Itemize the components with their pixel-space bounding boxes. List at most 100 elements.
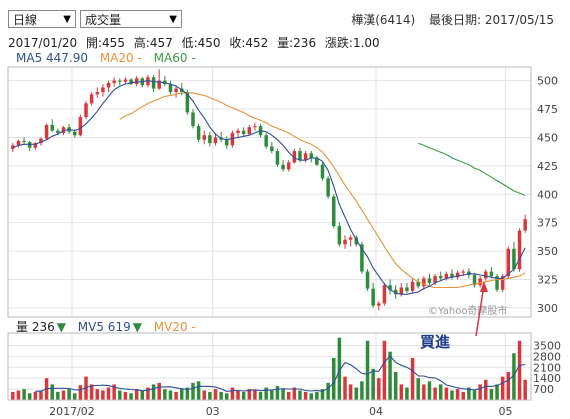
volume-bar bbox=[213, 389, 218, 400]
volume-bar bbox=[298, 390, 302, 400]
volume-bar bbox=[219, 391, 223, 400]
candle-body bbox=[89, 94, 94, 104]
candle-body bbox=[382, 285, 387, 304]
candle-body bbox=[56, 130, 60, 133]
stock-name: 樺漢(6414) bbox=[351, 13, 416, 27]
volume-bar bbox=[33, 391, 38, 400]
period-select-value: 日線 bbox=[13, 13, 38, 27]
volume-bar bbox=[67, 389, 71, 400]
volume-bar bbox=[129, 393, 133, 400]
candle-body bbox=[354, 237, 359, 245]
candle-body bbox=[303, 153, 308, 161]
volume-bar bbox=[399, 384, 404, 400]
candle-body bbox=[438, 276, 443, 279]
indicator-select[interactable]: 成交量 ▼ bbox=[80, 10, 182, 28]
volume-bar bbox=[286, 391, 291, 400]
candle-body bbox=[106, 82, 111, 88]
candle-body bbox=[33, 143, 38, 148]
candle-body bbox=[39, 138, 43, 144]
candle-body bbox=[523, 219, 527, 231]
price-candles bbox=[11, 69, 527, 311]
volume-bars bbox=[11, 337, 527, 400]
candle-body bbox=[433, 276, 437, 283]
volume-bar bbox=[467, 387, 471, 400]
price-tick-label: 450 bbox=[537, 131, 558, 144]
volume-bar bbox=[478, 384, 482, 400]
volume-tick-label: 3500 bbox=[533, 339, 561, 352]
indicator-select-value: 成交量 bbox=[85, 13, 122, 27]
volume-tick-label: 2100 bbox=[533, 361, 561, 374]
ohlc-volume: 量:236 bbox=[277, 36, 317, 50]
volume-bar bbox=[151, 384, 156, 400]
legend-mv20: MV20 - bbox=[153, 320, 196, 334]
legend-ma20: MA20 - bbox=[99, 51, 142, 65]
candle-body bbox=[146, 77, 150, 86]
candle-body bbox=[298, 151, 302, 161]
candle-body bbox=[174, 88, 178, 92]
volume-bar bbox=[39, 390, 43, 400]
candle-body bbox=[101, 87, 105, 92]
candle-body bbox=[444, 273, 449, 279]
volume-bar bbox=[112, 384, 116, 400]
volume-bar bbox=[225, 393, 229, 400]
candle-body bbox=[377, 303, 381, 306]
volume-bar bbox=[393, 371, 398, 400]
volume-bar bbox=[27, 393, 32, 400]
price-tick-label: 425 bbox=[537, 160, 558, 173]
volume-bar bbox=[292, 387, 297, 400]
candle-body bbox=[275, 151, 280, 165]
volume-bar bbox=[134, 389, 139, 400]
x-tick-label: 05 bbox=[498, 405, 512, 418]
candle-body bbox=[134, 78, 139, 85]
buy-annotation: 買進 bbox=[420, 333, 451, 351]
volume-bar bbox=[517, 340, 522, 400]
candle-body bbox=[44, 124, 49, 139]
volume-bar bbox=[236, 390, 240, 400]
volume-bar bbox=[264, 387, 268, 400]
candle-body bbox=[264, 135, 268, 147]
volume-bar bbox=[208, 391, 212, 400]
candle-body bbox=[247, 127, 252, 135]
volume-bar bbox=[455, 389, 460, 400]
candle-body bbox=[405, 287, 409, 291]
price-tick-label: 500 bbox=[537, 75, 558, 88]
candle-body bbox=[73, 131, 77, 136]
volume-bar bbox=[365, 340, 370, 400]
candle-body bbox=[365, 271, 370, 289]
volume-bar bbox=[101, 390, 105, 400]
volume-bar bbox=[315, 391, 319, 400]
volume-bar bbox=[123, 391, 128, 400]
volume-bar bbox=[230, 387, 235, 400]
axis-labels: 300 325 350 375 400 425 450 475 500 2017/02 03 04 05… bbox=[49, 75, 561, 418]
candle-body bbox=[151, 77, 156, 89]
volume-bar bbox=[506, 371, 511, 400]
candle-body bbox=[360, 244, 364, 272]
period-select[interactable]: 日線 ▼ bbox=[8, 10, 76, 28]
volume-bar bbox=[472, 390, 477, 400]
volume-bar bbox=[22, 389, 26, 400]
volume-bar bbox=[360, 381, 364, 400]
volume-bar bbox=[275, 385, 280, 400]
candle-body bbox=[388, 285, 392, 290]
volume-bar bbox=[78, 385, 83, 400]
legend-volume: 量 236 bbox=[16, 320, 55, 334]
volume-bar bbox=[461, 391, 465, 400]
candle-body bbox=[236, 130, 240, 133]
buy-arrow bbox=[475, 281, 488, 337]
candle-body bbox=[270, 146, 274, 152]
ma60-line bbox=[417, 142, 526, 196]
volume-bar bbox=[95, 389, 100, 400]
legend-mv5: MV5 619 bbox=[77, 320, 131, 334]
ohlc-low: 低:450 bbox=[181, 36, 221, 50]
watermark: ©Yahoo奇摩股市 bbox=[428, 304, 507, 317]
volume-bar bbox=[16, 390, 21, 400]
candle-body bbox=[208, 135, 212, 144]
price-tick-label: 400 bbox=[537, 188, 558, 201]
header-info: 樺漢(6414) 最後日期: 2017/05/15 bbox=[341, 11, 554, 28]
volume-bar bbox=[73, 393, 77, 400]
candle-body bbox=[22, 140, 26, 142]
volume-bar bbox=[185, 387, 190, 400]
volume-bar bbox=[405, 387, 409, 400]
chevron-down-icon: ▼ bbox=[63, 14, 71, 25]
